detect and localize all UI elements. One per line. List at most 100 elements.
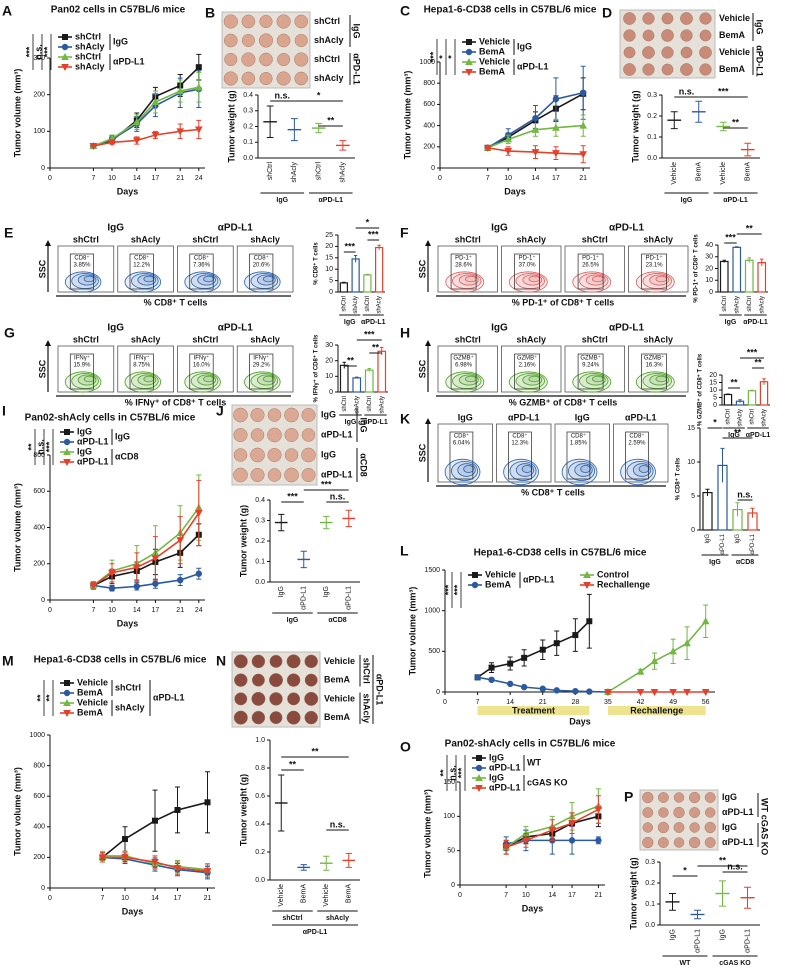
row-label: shAcly <box>314 35 344 45</box>
flow-contour <box>655 275 668 283</box>
group-label: IgG <box>709 559 721 566</box>
y-axis-label: Tumor weight (g) <box>226 90 236 162</box>
group-label: αPD-L1 <box>218 223 253 234</box>
gate-label: IFNγ⁺ <box>194 355 210 362</box>
error-bar <box>300 864 307 871</box>
sample-label: shAcly <box>643 234 673 244</box>
gate-value: 12.3% <box>511 441 529 447</box>
legend-label: shCtrl <box>75 51 101 61</box>
data-point <box>572 632 579 639</box>
x-tick-label: 21 <box>579 175 587 182</box>
group-label: shAcly <box>362 693 372 723</box>
tumor <box>259 15 273 28</box>
data-point <box>669 689 677 697</box>
group-label: IgG <box>345 419 357 426</box>
gate <box>641 353 667 390</box>
row-label: shCtrl <box>314 54 340 64</box>
tumor <box>661 46 674 59</box>
gate-label: CD8⁺ <box>194 255 209 262</box>
group-label: αCD8 <box>359 453 369 477</box>
gate-value: 15.9% <box>73 363 91 369</box>
gate-label: IFNγ⁺ <box>134 355 150 362</box>
group-label: IgG <box>491 223 508 234</box>
x-tick-label: 7 <box>101 895 105 902</box>
bar <box>377 350 387 393</box>
y-tick-label: 0 <box>709 289 713 296</box>
flow-contour <box>203 275 215 283</box>
error-bar <box>738 399 742 403</box>
y-tick-label: 0.2 <box>645 880 655 887</box>
panel-letter: B <box>205 5 215 21</box>
y-axis-label: SSC <box>417 259 427 278</box>
gate-label: GZMB⁺ <box>644 355 665 362</box>
gate-value: 26.5% <box>582 263 600 269</box>
tumor <box>287 692 301 706</box>
y-tick-label: 50 <box>447 848 455 855</box>
sample-label: shAcly <box>516 334 546 344</box>
gate <box>249 253 274 290</box>
data-point <box>176 537 185 545</box>
group-label: shCtrl <box>282 915 302 922</box>
data-point <box>108 585 116 592</box>
tumor <box>234 692 248 706</box>
flow-contour <box>464 375 477 383</box>
flow-plot <box>613 423 669 483</box>
row-label: shAcly <box>314 73 344 83</box>
significance: n.s. <box>330 819 346 829</box>
x-tick-label: 0 <box>443 699 447 706</box>
flow-contour <box>458 274 479 286</box>
tumor <box>699 29 712 42</box>
significance: * <box>437 55 447 59</box>
error-bar <box>380 346 384 356</box>
flow-contour <box>591 375 604 383</box>
y-tick-label: 0 <box>329 289 333 296</box>
tumor <box>680 12 693 25</box>
y-tick-label: 600 <box>423 101 435 108</box>
legend-marker <box>64 680 70 686</box>
flow-contour <box>197 374 216 386</box>
flow-plot <box>437 423 493 483</box>
legend-label: αPD-L1 <box>489 762 521 772</box>
data-point <box>531 149 540 157</box>
gate-value: 2.16% <box>519 363 537 369</box>
significance: * <box>446 55 456 59</box>
error-bar <box>735 246 739 248</box>
flow-contour <box>522 274 543 286</box>
data-point <box>579 151 588 159</box>
tumor <box>294 14 308 29</box>
gate-label: CD8⁺ <box>454 433 469 440</box>
flow-contour <box>463 464 474 474</box>
data-point <box>520 683 528 691</box>
flow-plot <box>177 245 234 293</box>
legend-marker <box>471 581 479 589</box>
y-tick-label: 100 <box>33 128 45 135</box>
x-tick-label: 10 <box>108 175 116 182</box>
y-axis-label: Tumor weight (g) <box>238 774 248 846</box>
data-point <box>122 836 128 843</box>
series-line <box>93 534 200 587</box>
flow-contour <box>521 464 533 474</box>
tumor <box>259 72 273 85</box>
data-point <box>539 646 546 653</box>
chart-title: Hepa1-6-CD38 cells in C57BL/6 mice <box>34 655 207 666</box>
legend-marker <box>61 43 69 51</box>
tumor <box>233 467 248 483</box>
gate <box>450 353 477 390</box>
gate-label: CD8⁺ <box>571 433 586 440</box>
error-bar <box>339 140 347 151</box>
gate <box>69 253 95 290</box>
row-label: αPD-L1 <box>722 837 754 847</box>
flow-contour <box>585 374 606 386</box>
tumor <box>233 407 248 423</box>
tumor <box>642 836 654 849</box>
legend-label: αPD-L1 <box>77 456 109 466</box>
tumor <box>250 408 265 423</box>
gate-value: 23.1% <box>646 263 664 269</box>
x-tick-label: 10 <box>108 607 116 614</box>
tumor <box>269 673 283 688</box>
flow-contour <box>580 464 591 474</box>
y-tick-label: 1000 <box>29 732 45 739</box>
y-tick-label: 30 <box>325 342 333 349</box>
x-tick-label: shAcly <box>379 396 385 414</box>
error-bar <box>719 880 726 907</box>
